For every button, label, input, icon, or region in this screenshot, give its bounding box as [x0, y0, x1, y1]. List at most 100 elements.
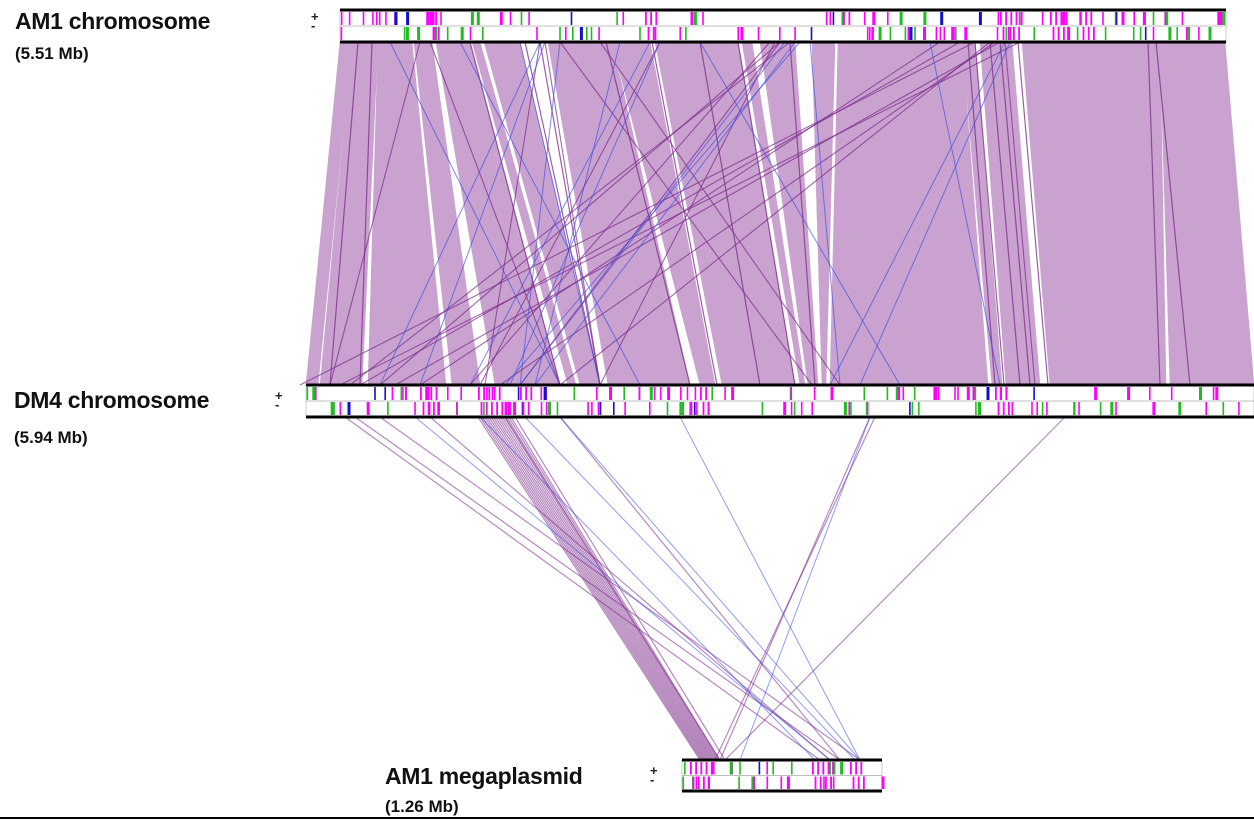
feature-tick [696, 402, 698, 415]
feature-tick [387, 402, 389, 415]
feature-tick [1115, 402, 1117, 415]
feature-tick [426, 387, 430, 400]
feature-tick [622, 12, 625, 25]
feature-tick [509, 12, 512, 25]
feature-tick [525, 387, 527, 400]
feature-tick [430, 12, 432, 25]
feature-tick [705, 762, 708, 775]
feature-tick [1144, 27, 1147, 40]
feature-tick [1011, 402, 1014, 415]
feature-tick [400, 387, 403, 400]
feature-tick [935, 387, 938, 400]
feature-tick [913, 387, 916, 400]
feature-tick [480, 402, 483, 415]
forward-match-line [379, 41, 781, 386]
feature-tick [306, 387, 309, 400]
forward-match-line [524, 41, 601, 386]
forward-match-line [329, 41, 359, 386]
forward-match-line [495, 416, 711, 761]
feature-tick [540, 387, 543, 400]
feature-tick [711, 387, 713, 400]
feature-tick [740, 27, 744, 40]
feature-tick [1050, 12, 1052, 25]
feature-tick [521, 402, 524, 415]
feature-tick [483, 387, 485, 400]
feature-tick [850, 762, 852, 775]
dm4-chromosome-size: (5.94 Mb) [14, 428, 88, 447]
reverse-match-line [829, 41, 1006, 386]
feature-tick [766, 762, 768, 775]
feature-tick [825, 12, 828, 25]
feature-tick [520, 12, 523, 25]
feature-tick [331, 402, 335, 415]
feature-tick [422, 402, 425, 415]
forward-match-line [789, 41, 816, 386]
feature-tick [499, 12, 503, 25]
feature-tick [1063, 27, 1065, 40]
feature-tick [694, 402, 696, 415]
feature-tick [813, 387, 816, 400]
feature-tick [427, 402, 430, 415]
feature-tick [1219, 12, 1223, 25]
feature-tick [559, 27, 561, 40]
feature-tick [384, 387, 386, 400]
feature-tick [431, 12, 435, 25]
feature-tick [493, 387, 496, 400]
feature-tick [869, 27, 871, 40]
feature-tick [469, 27, 472, 40]
forward-match-line [559, 41, 991, 386]
feature-tick [907, 27, 910, 40]
feature-tick [517, 387, 520, 400]
feature-tick [841, 12, 844, 25]
reverse-match-line [379, 41, 541, 386]
forward-match-line [719, 416, 871, 761]
feature-tick [951, 27, 955, 40]
feature-tick [878, 27, 882, 40]
feature-tick [1015, 12, 1018, 25]
feature-tick [573, 387, 576, 400]
feature-tick [766, 776, 769, 789]
feature-tick [417, 27, 421, 40]
feature-tick [645, 12, 647, 25]
feature-tick [1178, 402, 1182, 415]
forward-match-line [419, 41, 941, 386]
feature-tick [1110, 402, 1114, 415]
feature-tick [692, 776, 695, 789]
am1-megaplasmid-track [681, 758, 885, 793]
feature-tick [708, 776, 710, 789]
feature-tick [832, 762, 836, 775]
feature-tick [705, 387, 707, 400]
feature-tick [933, 387, 937, 400]
feature-tick [790, 402, 793, 415]
am1-megaplasmid-size: (1.26 Mb) [385, 797, 459, 816]
feature-tick [496, 402, 498, 415]
feature-tick [655, 12, 658, 25]
feature-tick [1052, 27, 1055, 40]
feature-tick [376, 12, 378, 25]
feature-tick [897, 387, 901, 400]
feature-tick [695, 762, 697, 775]
am1-chromosome-title: AM1 chromosome [15, 8, 211, 34]
reverse-match-line [509, 41, 661, 386]
feature-tick [700, 762, 703, 775]
feature-tick [700, 387, 702, 400]
feature-tick [498, 387, 501, 400]
reverse-match-line [739, 416, 871, 761]
feature-tick [780, 776, 783, 789]
feature-tick [923, 12, 927, 25]
feature-tick [729, 762, 733, 775]
feature-tick [685, 27, 687, 40]
feature-tick [1033, 27, 1036, 40]
feature-tick [432, 27, 435, 40]
feature-tick [1212, 387, 1215, 400]
forward-match-line [737, 41, 796, 386]
feature-tick [536, 27, 538, 40]
feature-tick [811, 402, 813, 415]
feature-tick [414, 402, 416, 415]
feature-tick [476, 12, 480, 25]
synteny-block [1021, 41, 1161, 386]
feature-tick [939, 27, 942, 40]
feature-tick [914, 27, 916, 40]
feature-tick [793, 402, 796, 415]
feature-tick [1215, 387, 1219, 400]
